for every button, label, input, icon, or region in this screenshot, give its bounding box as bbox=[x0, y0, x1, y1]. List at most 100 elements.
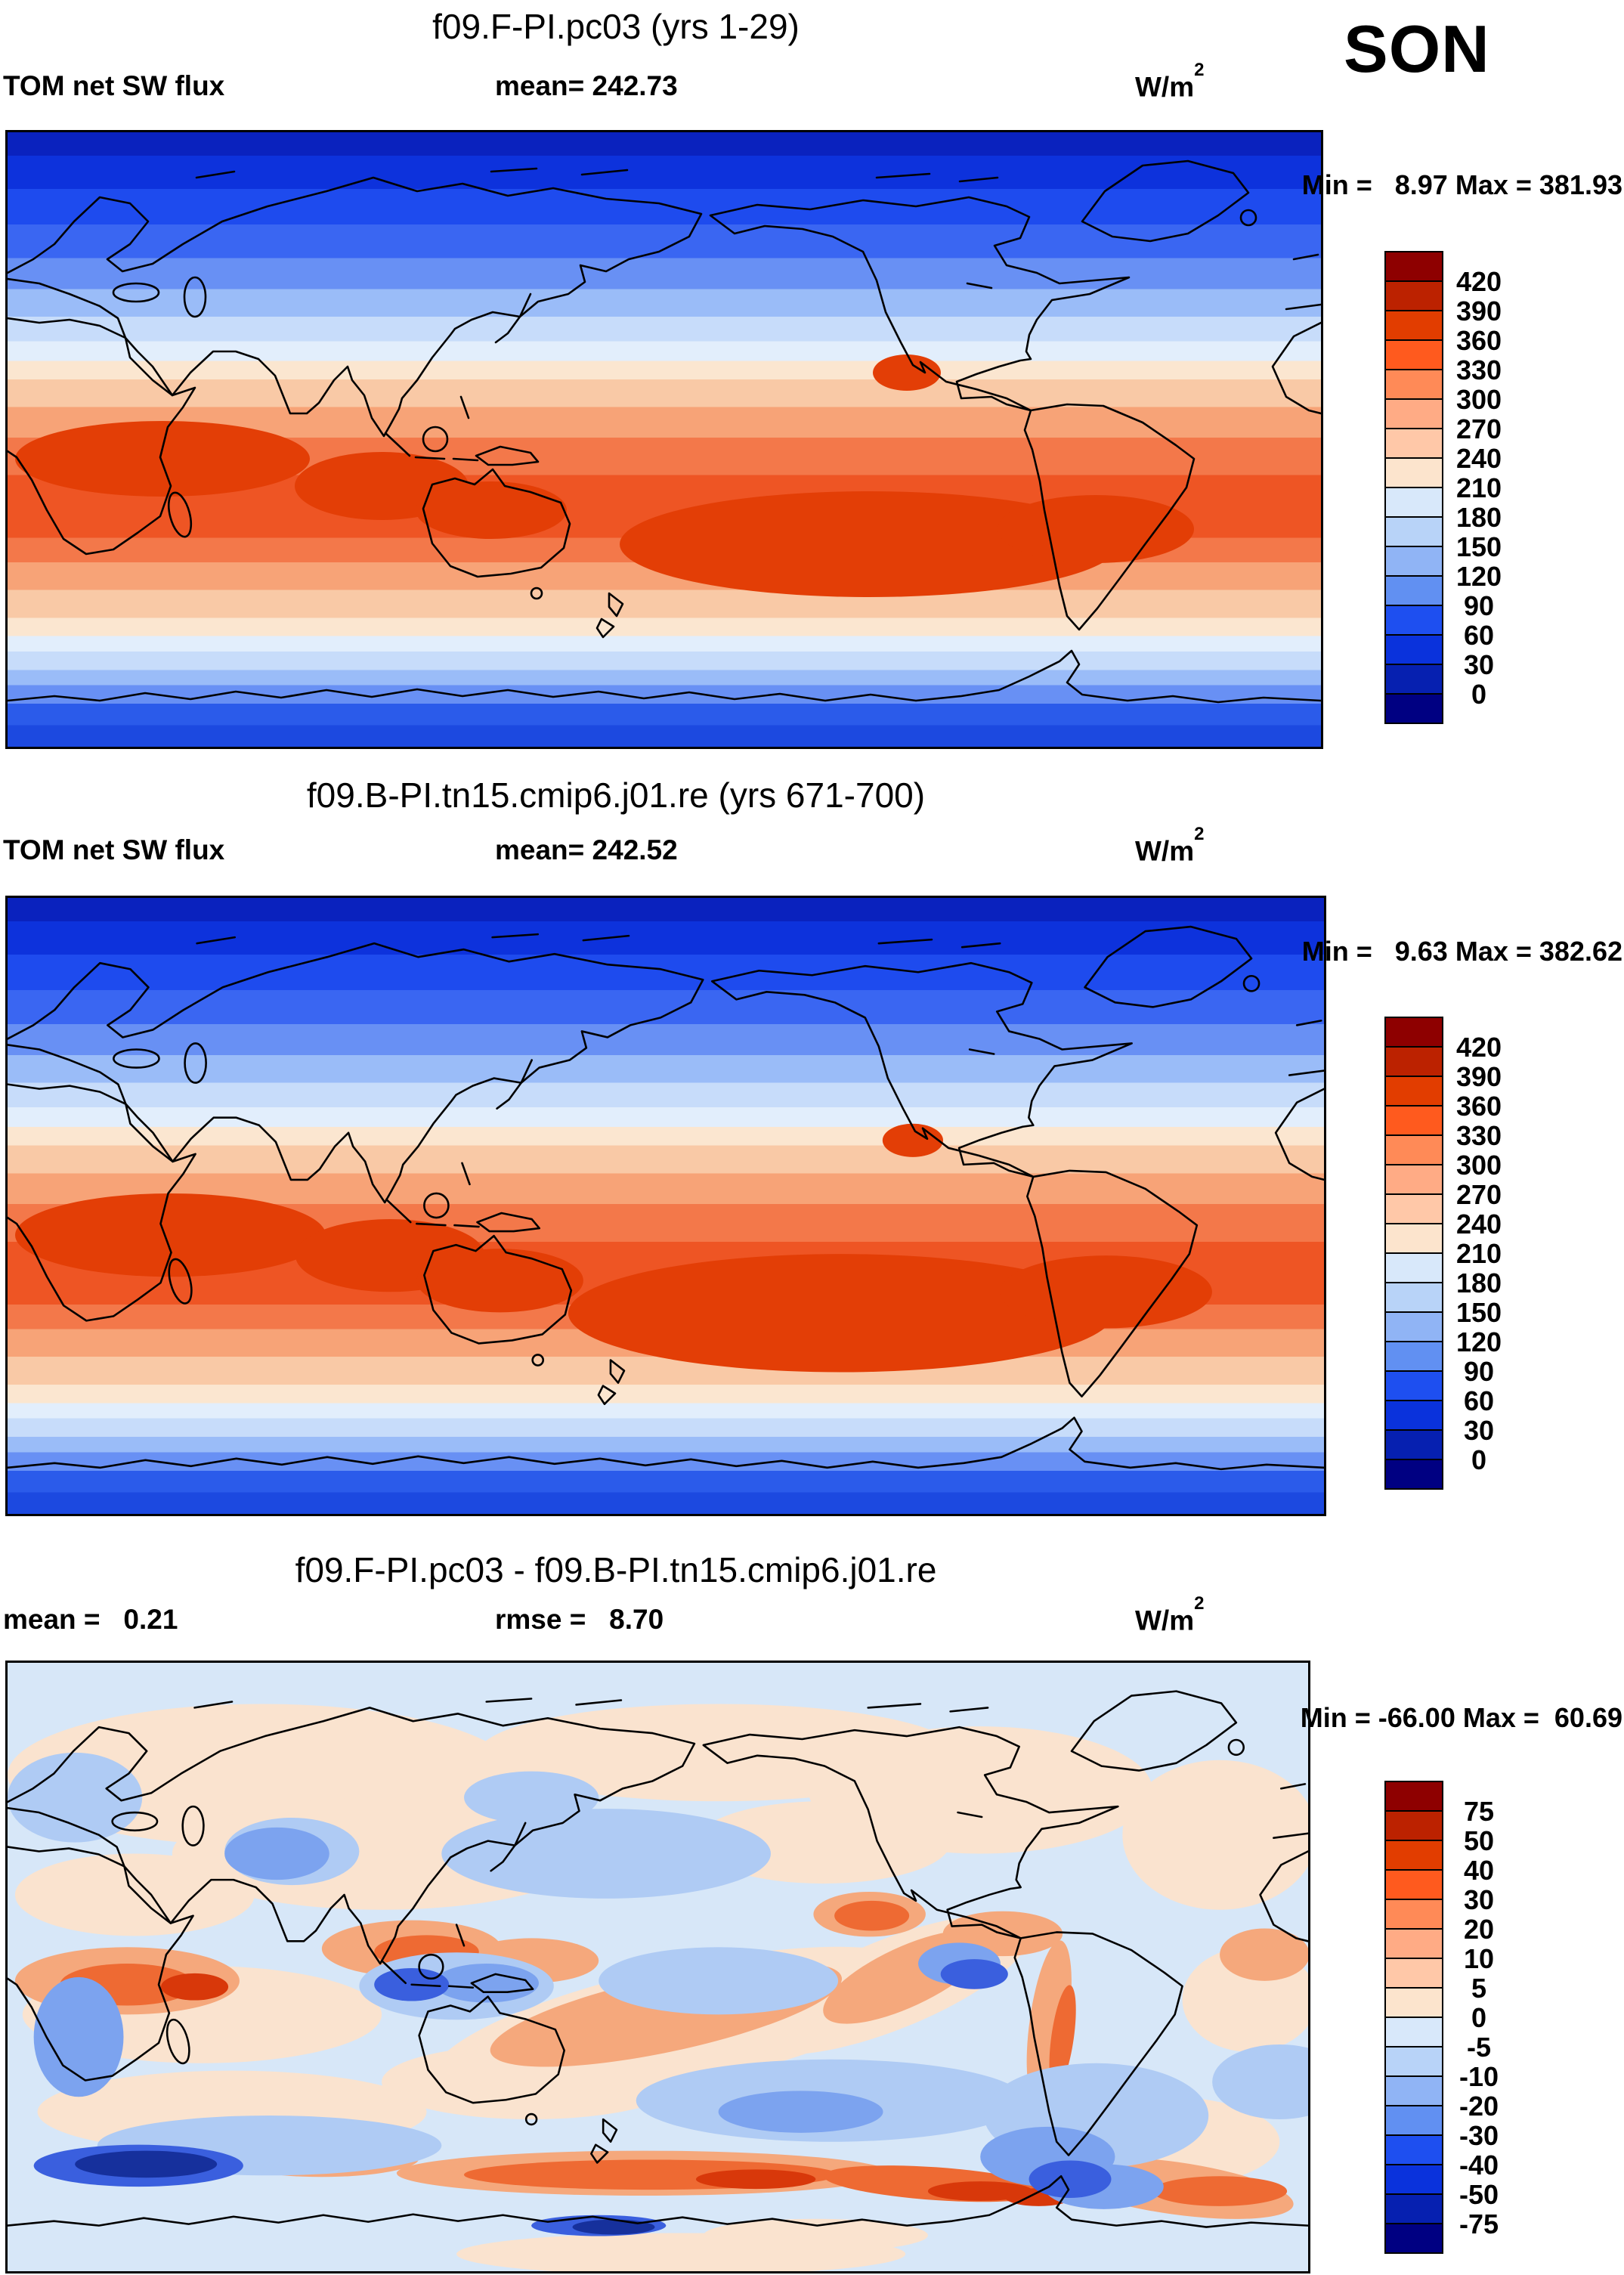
colorbar-tick-label: -5 bbox=[1466, 2032, 1491, 2063]
colorbar-tick-label: 210 bbox=[1455, 1238, 1502, 1269]
colorbar-cell bbox=[1386, 2018, 1442, 2048]
colorbar-tick-label: 390 bbox=[1455, 296, 1502, 327]
colorbar-cell bbox=[1386, 1460, 1442, 1488]
colorbar-tick-label: 30 bbox=[1463, 1415, 1495, 1446]
colorbar-tick-label: -20 bbox=[1459, 2091, 1499, 2122]
colorbar-tick-label: 120 bbox=[1455, 1326, 1502, 1357]
colorbar-tick-label: 300 bbox=[1455, 1150, 1502, 1181]
panel1-title: f09.F-PI.pc03 (yrs 1-29) bbox=[432, 7, 800, 46]
colorbar-cell bbox=[1386, 1841, 1442, 1871]
colorbar-tick-label: 360 bbox=[1455, 325, 1502, 356]
map-case2 bbox=[5, 896, 1327, 1516]
colorbar-tick-label: 90 bbox=[1463, 590, 1495, 621]
colorbar-cell bbox=[1386, 2136, 1442, 2165]
colorbar-tick-label: 0 bbox=[1471, 679, 1487, 710]
diff-max-negative bbox=[75, 2150, 655, 2235]
colorbar-cell bbox=[1386, 1372, 1442, 1401]
panel2-minmax: Min = 9.63 Max = 382.62 bbox=[1301, 936, 1622, 967]
colorbar-cell bbox=[1386, 1077, 1442, 1107]
colorbar-tick-label: 420 bbox=[1455, 1032, 1502, 1063]
units-exponent: 2 bbox=[1194, 824, 1205, 844]
colorbar-tick-label: 90 bbox=[1463, 1356, 1495, 1387]
colorbar-tick-label: 120 bbox=[1455, 561, 1502, 592]
colorbar-tick-label: 270 bbox=[1455, 413, 1502, 444]
colorbar-tick-label: 5 bbox=[1471, 1973, 1487, 2004]
colorbar-tick-label: 0 bbox=[1471, 2002, 1487, 2033]
colorbar-tick-label: 60 bbox=[1463, 620, 1495, 651]
colorbar-cell bbox=[1386, 429, 1442, 459]
colorbar-cell bbox=[1386, 252, 1442, 282]
panel2-variable-label: TOM net SW flux bbox=[3, 834, 225, 865]
colorbar-cell bbox=[1386, 547, 1442, 577]
colorbar-tick-label: 20 bbox=[1463, 1914, 1495, 1945]
colorbar-cell bbox=[1386, 1195, 1442, 1224]
colorbar-cell bbox=[1386, 1930, 1442, 1959]
colorbar-cell bbox=[1386, 1342, 1442, 1372]
panel2-colorbar-cells bbox=[1384, 1017, 1443, 1490]
units-exponent: 2 bbox=[1194, 1593, 1205, 1614]
colorbar-cell bbox=[1386, 2195, 1442, 2224]
colorbar-cell bbox=[1386, 1871, 1442, 1900]
colorbar-cell bbox=[1386, 2106, 1442, 2136]
panel3-rmse-value: rmse = 8.70 bbox=[495, 1604, 664, 1635]
colorbar-cell bbox=[1386, 518, 1442, 547]
colorbar-cell bbox=[1386, 1018, 1442, 1048]
colorbar-tick-label: -40 bbox=[1459, 2150, 1499, 2181]
colorbar-tick-label: -30 bbox=[1459, 2120, 1499, 2151]
panel1-variable-label: TOM net SW flux bbox=[3, 70, 225, 101]
colorbar-cell bbox=[1386, 606, 1442, 636]
panel3-colorbar-cells bbox=[1384, 1781, 1443, 2254]
colorbar-cell bbox=[1386, 370, 1442, 400]
colorbar-cell bbox=[1386, 2048, 1442, 2077]
colorbar-tick-label: -75 bbox=[1459, 2208, 1499, 2239]
colorbar-tick-label: 330 bbox=[1455, 1120, 1502, 1151]
colorbar-tick-label: 240 bbox=[1455, 1209, 1502, 1240]
colorbar-cell bbox=[1386, 1136, 1442, 1165]
colorbar-tick-label: 10 bbox=[1463, 1943, 1495, 1974]
colorbar-tick-label: 360 bbox=[1455, 1091, 1502, 1122]
colorbar-cell bbox=[1386, 1254, 1442, 1283]
colorbar-tick-label: 210 bbox=[1455, 472, 1502, 503]
colorbar-tick-label: 330 bbox=[1455, 354, 1502, 385]
panel1-minmax: Min = 8.97 Max = 381.93 bbox=[1301, 169, 1622, 200]
panel2-units-label: W/m2 bbox=[1135, 824, 1204, 867]
panel3-mean-value: mean = 0.21 bbox=[3, 1604, 178, 1635]
units-exponent: 2 bbox=[1194, 60, 1205, 80]
diff-max-positive bbox=[160, 1973, 1072, 2206]
map-case1-max-contours bbox=[15, 354, 1194, 597]
colorbar-cell bbox=[1386, 311, 1442, 341]
colorbar-cell bbox=[1386, 1165, 1442, 1195]
colorbar-cell bbox=[1386, 1401, 1442, 1431]
colorbar-cell bbox=[1386, 636, 1442, 665]
colorbar-tick-label: 75 bbox=[1463, 1796, 1495, 1827]
colorbar-tick-label: 150 bbox=[1455, 531, 1502, 562]
panel3-stats-row: mean = 0.21 rmse = 8.70 W/m2 bbox=[0, 1593, 1313, 1642]
colorbar-cell bbox=[1386, 488, 1442, 518]
colorbar-cell bbox=[1386, 1107, 1442, 1136]
panel3-title: f09.F-PI.pc03 - f09.B-PI.tn15.cmip6.j01.… bbox=[295, 1550, 937, 1589]
colorbar-cell bbox=[1386, 2224, 1442, 2252]
colorbar-cell bbox=[1386, 1812, 1442, 1841]
colorbar-cell bbox=[1386, 400, 1442, 429]
colorbar-tick-label: 300 bbox=[1455, 384, 1502, 415]
panel1-colorbar-cells bbox=[1384, 251, 1443, 724]
panel2-stats-row: TOM net SW flux mean= 242.52 W/m2 bbox=[0, 824, 1313, 872]
colorbar-tick-label: 270 bbox=[1455, 1179, 1502, 1210]
colorbar-tick-label: -10 bbox=[1459, 2061, 1499, 2092]
colorbar-cell bbox=[1386, 1048, 1442, 1077]
colorbar-tick-label: 60 bbox=[1463, 1385, 1495, 1416]
colorbar-cell bbox=[1386, 1959, 1442, 1989]
units-base: W/m bbox=[1135, 71, 1195, 103]
colorbar-tick-label: 50 bbox=[1463, 1825, 1495, 1856]
colorbar-cell bbox=[1386, 1782, 1442, 1812]
colorbar-cell bbox=[1386, 577, 1442, 606]
units-base: W/m bbox=[1135, 835, 1195, 867]
colorbar-cell bbox=[1386, 665, 1442, 695]
colorbar-tick-label: -50 bbox=[1459, 2179, 1499, 2210]
colorbar-tick-label: 150 bbox=[1455, 1297, 1502, 1328]
colorbar-cell bbox=[1386, 459, 1442, 488]
colorbar-cell bbox=[1386, 1313, 1442, 1342]
colorbar-cell bbox=[1386, 1431, 1442, 1460]
panel1-mean-value: mean= 242.73 bbox=[495, 70, 678, 101]
